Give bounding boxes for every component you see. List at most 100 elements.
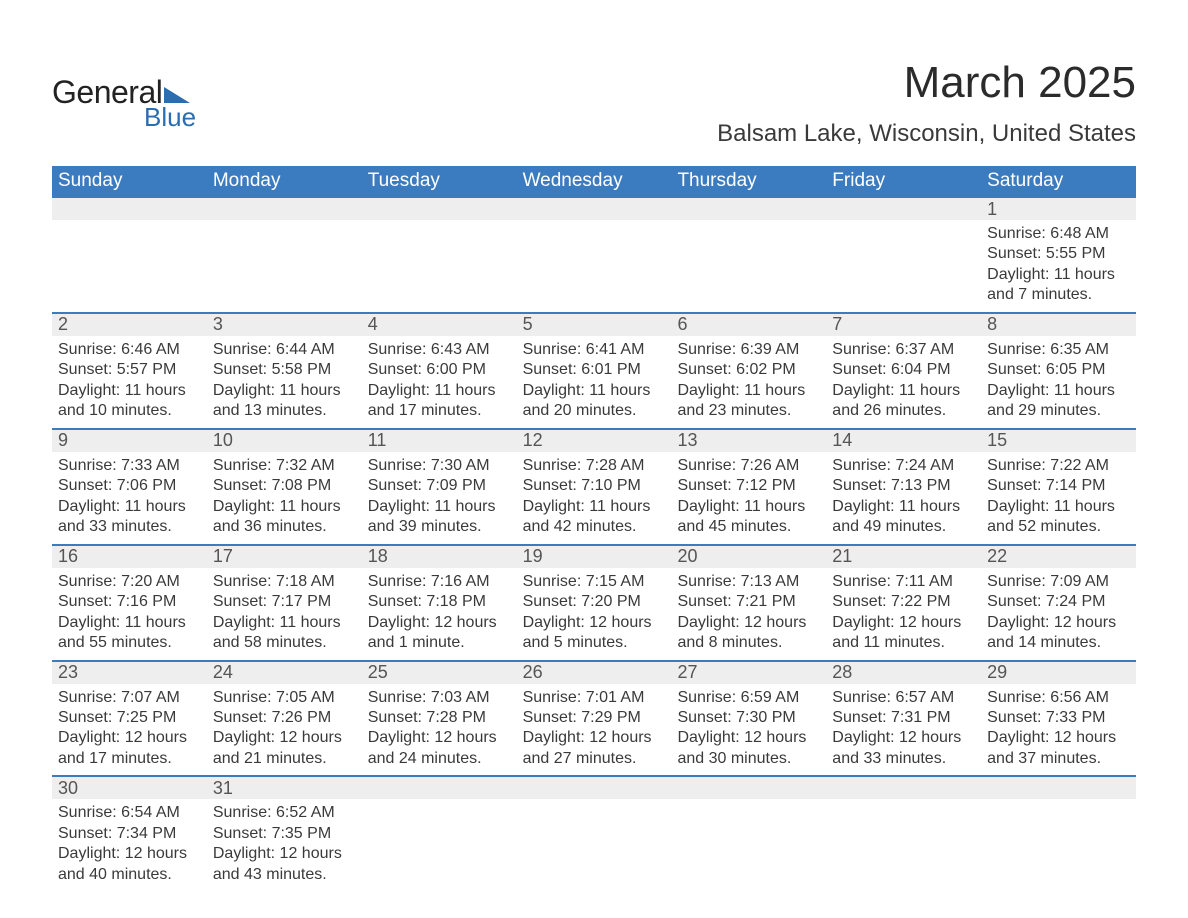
day-number: 30 [52,778,78,799]
day-cell: 6Sunrise: 6:39 AMSunset: 6:02 PMDaylight… [671,314,826,428]
day-number-row: 20 [671,546,826,568]
day-number-row [826,777,981,799]
day-sunset: Sunset: 7:35 PM [213,824,356,844]
day-number: 7 [826,314,842,335]
day-daylight2: and 37 minutes. [987,749,1130,769]
day-daylight1: Daylight: 11 hours [523,381,666,401]
day-cell: 16Sunrise: 7:20 AMSunset: 7:16 PMDayligh… [52,546,207,660]
day-cell: 27 Sunrise: 6:59 AMSunset: 7:30 PMDayligh… [671,662,826,776]
logo: General Blue [52,76,196,130]
day-number-row: 21 [826,546,981,568]
day-daylight1: Daylight: 11 hours [213,613,356,633]
day-sunrise: Sunrise: 7:22 AM [987,456,1130,476]
day-number-row: 12 [517,430,672,452]
day-cell: 23Sunrise: 7:07 AMSunset: 7:25 PMDayligh… [52,662,207,776]
day-sunset: Sunset: 7:09 PM [368,476,511,496]
day-cell: 11Sunrise: 7:30 AMSunset: 7:09 PMDayligh… [362,430,517,544]
day-sunset: Sunset: 7:22 PM [832,592,975,612]
day-body: Sunrise: 7:07 AMSunset: 7:25 PMDaylight:… [52,684,207,776]
day-sunrise: Sunrise: 7:28 AM [523,456,666,476]
day-number-row: 8 [981,314,1136,336]
day-number: 28 [826,662,852,683]
day-daylight2: and 42 minutes. [523,517,666,537]
day-number-row: 27 [671,662,826,684]
day-body: Sunrise: 6:39 AMSunset: 6:02 PMDaylight:… [671,336,826,428]
day-body: Sunrise: 6:43 AMSunset: 6:00 PMDaylight:… [362,336,517,428]
day-cell: 28Sunrise: 6:57 AMSunset: 7:31 PMDayligh… [826,662,981,776]
day-daylight1: Daylight: 12 hours [987,613,1130,633]
day-cell: 21Sunrise: 7:11 AMSunset: 7:22 PMDayligh… [826,546,981,660]
day-sunset: Sunset: 7:13 PM [832,476,975,496]
day-daylight2: and 33 minutes. [832,749,975,769]
day-daylight1: Daylight: 12 hours [832,728,975,748]
day-daylight1: Daylight: 11 hours [832,381,975,401]
day-sunset: Sunset: 7:18 PM [368,592,511,612]
day-sunset: Sunset: 7:30 PM [677,708,820,728]
day-number-row: 11 [362,430,517,452]
day-number: 25 [362,662,388,683]
day-sunrise: Sunrise: 6:35 AM [987,340,1130,360]
day-daylight2: and 52 minutes. [987,517,1130,537]
day-sunrise: Sunrise: 7:09 AM [987,572,1130,592]
day-number: 18 [362,546,388,567]
day-sunset: Sunset: 7:31 PM [832,708,975,728]
day-daylight2: and 45 minutes. [677,517,820,537]
day-cell: 24Sunrise: 7:05 AMSunset: 7:26 PMDayligh… [207,662,362,776]
day-cell [362,198,517,312]
day-body: Sunrise: 7:30 AMSunset: 7:09 PMDaylight:… [362,452,517,544]
day-cell [671,198,826,312]
day-daylight1: Daylight: 12 hours [677,728,820,748]
day-sunset: Sunset: 5:55 PM [987,244,1130,264]
day-sunrise: Sunrise: 6:37 AM [832,340,975,360]
day-number: 6 [671,314,687,335]
day-cell [981,777,1136,891]
day-number-row: 26 [517,662,672,684]
day-cell [826,198,981,312]
day-number: 27 [671,662,697,683]
day-number: 24 [207,662,233,683]
day-daylight1: Daylight: 11 hours [368,497,511,517]
day-body: Sunrise: 7:28 AMSunset: 7:10 PMDaylight:… [517,452,672,544]
day-cell [517,198,672,312]
week-row: 23Sunrise: 7:07 AMSunset: 7:25 PMDayligh… [52,662,1136,778]
day-daylight1: Daylight: 12 hours [368,613,511,633]
day-sunrise: Sunrise: 7:18 AM [213,572,356,592]
day-cell: 22Sunrise: 7:09 AMSunset: 7:24 PMDayligh… [981,546,1136,660]
day-number: 3 [207,314,223,335]
logo-text-blue: Blue [144,104,196,130]
day-sunset: Sunset: 7:33 PM [987,708,1130,728]
day-body: Sunrise: 6:44 AMSunset: 5:58 PMDaylight:… [207,336,362,428]
day-sunrise: Sunrise: 6:59 AM [677,688,820,708]
day-sunrise: Sunrise: 6:54 AM [58,803,201,823]
weekday-friday: Friday [826,166,981,198]
day-cell: 31Sunrise: 6:52 AMSunset: 7:35 PMDayligh… [207,777,362,891]
day-sunset: Sunset: 7:34 PM [58,824,201,844]
day-daylight2: and 23 minutes. [677,401,820,421]
day-daylight1: Daylight: 11 hours [677,497,820,517]
header: General Blue March 2025 Balsam Lake, Wis… [52,58,1136,148]
day-daylight2: and 26 minutes. [832,401,975,421]
day-sunrise: Sunrise: 6:39 AM [677,340,820,360]
day-daylight2: and 49 minutes. [832,517,975,537]
day-sunset: Sunset: 6:05 PM [987,360,1130,380]
day-daylight1: Daylight: 12 hours [523,613,666,633]
day-number-row: 9 [52,430,207,452]
day-cell: 17Sunrise: 7:18 AMSunset: 7:17 PMDayligh… [207,546,362,660]
weekday-wednesday: Wednesday [517,166,672,198]
flag-icon [164,83,190,103]
day-daylight1: Daylight: 12 hours [368,728,511,748]
day-cell: 10Sunrise: 7:32 AMSunset: 7:08 PMDayligh… [207,430,362,544]
day-daylight2: and 33 minutes. [58,517,201,537]
day-number-row: 14 [826,430,981,452]
day-number: 15 [981,430,1007,451]
day-cell: 19Sunrise: 7:15 AMSunset: 7:20 PMDayligh… [517,546,672,660]
day-sunset: Sunset: 6:04 PM [832,360,975,380]
week-row: 1Sunrise: 6:48 AMSunset: 5:55 PMDaylight… [52,198,1136,314]
day-number-row: 24 [207,662,362,684]
day-number-row [362,777,517,799]
day-daylight1: Daylight: 11 hours [368,381,511,401]
day-cell [517,777,672,891]
day-daylight1: Daylight: 11 hours [213,497,356,517]
day-number-row [671,777,826,799]
day-number-row: 13 [671,430,826,452]
